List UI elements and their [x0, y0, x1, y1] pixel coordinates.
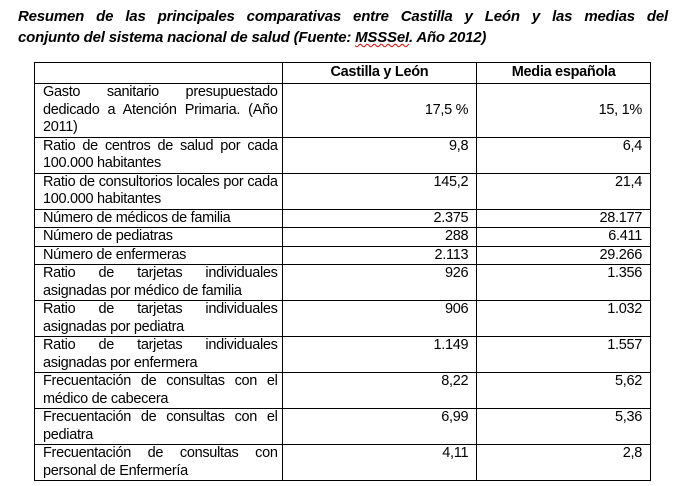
row-label: Ratio de centros de salud por cada 100.0… [34, 136, 283, 174]
value-castilla-leon: 145,2 [281, 172, 478, 210]
source-name: MSSSeI [355, 29, 409, 46]
row-label: Número de médicos de familia [34, 208, 283, 228]
row-label: Gasto sanitario presupuestado dedicado a… [34, 83, 283, 138]
value-castilla-leon: 926 [281, 264, 478, 301]
table-row: Frecuentación de consultas con el médico… [34, 372, 651, 409]
value-castilla-leon: 1.149 [281, 336, 478, 373]
row-label: Ratio de consultorios locales por cada 1… [34, 172, 283, 210]
table-header-row: Castilla y León Media española [34, 62, 651, 84]
header-empty [34, 62, 283, 84]
value-media-espanola: 1.032 [476, 300, 651, 337]
value-castilla-leon: 2.375 [281, 208, 478, 228]
value-media-espanola: 5,36 [476, 408, 651, 445]
row-label: Frecuentación de consultas con el pediat… [34, 408, 283, 445]
table-row: Ratio de centros de salud por cada 100.0… [34, 136, 651, 174]
value-media-espanola: 29.266 [476, 245, 651, 265]
table-row: Número de médicos de familia 2.375 28.17… [34, 208, 651, 228]
value-castilla-leon: 9,8 [281, 136, 478, 174]
value-media-espanola: 1.356 [476, 264, 651, 301]
value-castilla-leon: 6,99 [281, 408, 478, 445]
header-media-espanola: Media española [476, 62, 651, 84]
table-row: Ratio de tarjetas individuales asignadas… [34, 264, 651, 301]
row-label: Ratio de tarjetas individuales asignadas… [34, 300, 283, 337]
value-castilla-leon: 17,5 % [281, 83, 478, 138]
title-line-2: conjunto del sistema nacional de salud (… [18, 29, 486, 46]
value-media-espanola: 1.557 [476, 336, 651, 373]
value-media-espanola: 6.411 [476, 227, 651, 247]
table-row: Ratio de consultorios locales por cada 1… [34, 172, 651, 210]
value-media-espanola: 21,4 [476, 172, 651, 210]
title-line-2-suffix: . Año 2012) [408, 29, 487, 46]
value-castilla-leon: 288 [281, 227, 478, 247]
value-castilla-leon: 906 [281, 300, 478, 337]
value-media-espanola: 2,8 [476, 444, 651, 481]
row-label: Frecuentación de consultas con personal … [34, 444, 283, 481]
value-media-espanola: 5,62 [476, 372, 651, 409]
value-castilla-leon: 8,22 [281, 372, 478, 409]
table-row: Ratio de tarjetas individuales asignadas… [34, 336, 651, 373]
table-row: Frecuentación de consultas con el pediat… [34, 408, 651, 445]
table-row: Gasto sanitario presupuestado dedicado a… [34, 83, 651, 138]
row-label: Ratio de tarjetas individuales asignadas… [34, 264, 283, 301]
value-media-espanola: 15, 1% [476, 83, 651, 138]
row-label: Número de enfermeras [34, 245, 283, 265]
value-media-espanola: 6,4 [476, 136, 651, 174]
title-line-1: Resumen de las principales comparativas … [18, 8, 668, 25]
table-row: Frecuentación de consultas con personal … [34, 444, 651, 481]
header-castilla-leon: Castilla y León [281, 62, 478, 84]
value-castilla-leon: 4,11 [281, 444, 478, 481]
row-label: Número de pediatras [34, 227, 283, 247]
row-label: Ratio de tarjetas individuales asignadas… [34, 336, 283, 373]
table-row: Número de pediatras 288 6.411 [34, 227, 651, 247]
row-label: Frecuentación de consultas con el médico… [34, 372, 283, 409]
table-row: Ratio de tarjetas individuales asignadas… [34, 300, 651, 337]
document-title: Resumen de las principales comparativas … [18, 6, 668, 48]
comparison-table: Castilla y León Media española Gasto san… [34, 62, 651, 481]
table-row: Número de enfermeras 2.113 29.266 [34, 245, 651, 265]
value-castilla-leon: 2.113 [281, 245, 478, 265]
title-line-2-prefix: conjunto del sistema nacional de salud (… [18, 29, 356, 46]
value-media-espanola: 28.177 [476, 208, 651, 228]
